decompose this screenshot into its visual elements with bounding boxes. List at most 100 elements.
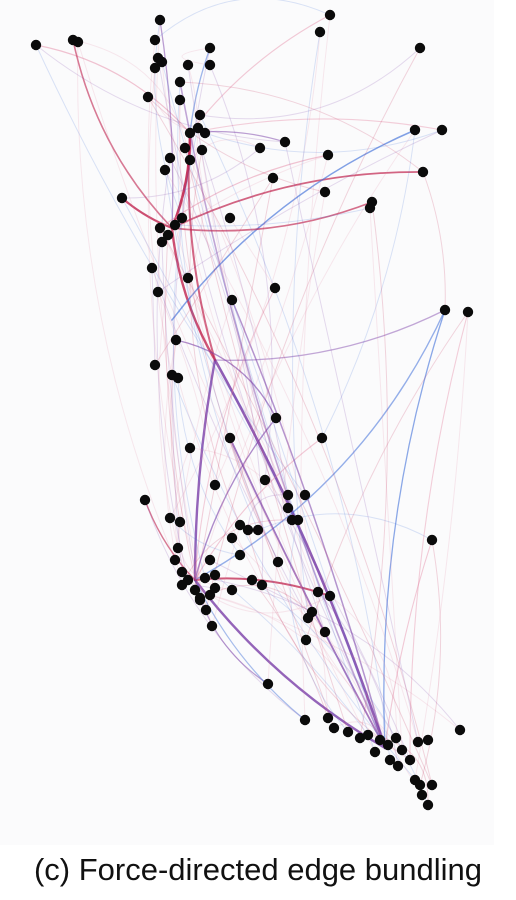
edge-76 (177, 377, 241, 556)
edge-43 (189, 149, 241, 526)
graph-node-50 (170, 334, 182, 346)
edge-10 (171, 171, 424, 229)
edge-122 (172, 47, 211, 573)
edge-143 (359, 201, 388, 739)
graph-node-18 (436, 124, 448, 136)
edge-72 (121, 147, 261, 199)
graph-node-24 (196, 144, 208, 156)
edge-115 (209, 594, 381, 741)
graph-node-64 (174, 516, 186, 528)
graph-node-1 (314, 26, 326, 38)
edge-63 (164, 234, 201, 601)
graph-node-26 (279, 136, 291, 148)
edge-79 (77, 41, 176, 561)
edge-142 (169, 157, 264, 586)
edge-48 (251, 579, 329, 719)
graph-node-14 (174, 76, 186, 88)
edge-110 (229, 217, 276, 289)
edge-99 (197, 127, 319, 593)
graph-node-22 (199, 127, 211, 139)
edge-112 (247, 494, 289, 531)
graph-node-15 (142, 91, 154, 103)
graph-node-66 (234, 519, 246, 531)
edge-59 (229, 437, 403, 751)
graph-node-112 (392, 760, 404, 772)
edge-125 (164, 169, 419, 743)
graph-node-106 (374, 734, 386, 746)
graph-node-81 (189, 584, 201, 596)
graph-node-23 (179, 142, 191, 154)
graph-node-42 (156, 236, 168, 248)
graph-node-79 (209, 569, 221, 581)
graph-node-36 (364, 202, 376, 214)
edge-17 (409, 311, 469, 761)
graph-node-63 (164, 512, 176, 524)
edge-23 (189, 47, 211, 134)
edge-60 (169, 31, 321, 519)
graph-node-43 (146, 262, 158, 274)
edge-55 (214, 154, 329, 486)
edge-52 (199, 47, 421, 120)
graph-node-71 (292, 514, 304, 526)
edge-95 (178, 521, 233, 591)
graph-node-116 (454, 724, 466, 736)
graph-node-100 (299, 714, 311, 726)
graph-node-2 (30, 39, 42, 51)
edge-41 (171, 374, 421, 786)
graph-node-55 (316, 432, 328, 444)
edge-25 (194, 287, 276, 581)
graph-node-56 (224, 432, 236, 444)
graph-node-121 (426, 779, 438, 791)
edge-34 (72, 39, 191, 161)
graph-node-41 (224, 212, 236, 224)
graph-node-9 (204, 42, 216, 54)
graph-node-62 (299, 489, 311, 501)
edge-2 (193, 358, 217, 582)
graph-node-0 (324, 9, 336, 21)
graph-node-88 (272, 556, 284, 568)
edge-61 (177, 81, 259, 531)
edge-129 (157, 291, 216, 486)
edge-98 (205, 47, 421, 611)
edge-92 (151, 267, 156, 366)
graph-node-95 (302, 612, 314, 624)
graph-node-86 (194, 592, 206, 604)
graph-node-101 (322, 712, 334, 724)
edge-74 (159, 227, 289, 496)
graph-node-49 (462, 306, 474, 318)
edge-53 (179, 81, 424, 173)
graph-node-61 (282, 489, 294, 501)
graph-node-118 (416, 789, 428, 801)
graph-node-80 (176, 579, 188, 591)
edge-139 (147, 39, 173, 376)
graph-node-11 (204, 59, 216, 71)
graph-node-119 (422, 799, 434, 811)
edge-18 (384, 539, 433, 749)
graph-node-96 (319, 626, 331, 638)
edge-40 (187, 277, 376, 753)
edge-16 (383, 309, 446, 749)
edge-91 (174, 207, 371, 227)
edge-57 (161, 241, 201, 601)
graph-node-35 (116, 192, 128, 204)
graph-node-111 (384, 754, 396, 766)
graph-node-87 (234, 549, 246, 561)
graph-node-91 (256, 579, 268, 591)
edge-100 (267, 191, 326, 685)
graph-node-58 (209, 479, 221, 491)
graph-node-85 (200, 604, 212, 616)
edge-9 (214, 309, 446, 361)
graph-node-31 (267, 172, 279, 184)
edge-130 (189, 447, 289, 509)
edge-84 (231, 537, 397, 739)
graph-node-6 (149, 34, 161, 46)
graph-node-46 (226, 294, 238, 306)
edge-87 (157, 57, 389, 746)
graph-node-47 (269, 282, 281, 294)
graph-node-60 (139, 494, 151, 506)
edge-24 (231, 299, 386, 749)
graph-node-17 (409, 124, 421, 136)
graph-node-40 (162, 229, 174, 241)
graph-node-67 (242, 524, 254, 536)
graph-node-4 (72, 36, 84, 48)
